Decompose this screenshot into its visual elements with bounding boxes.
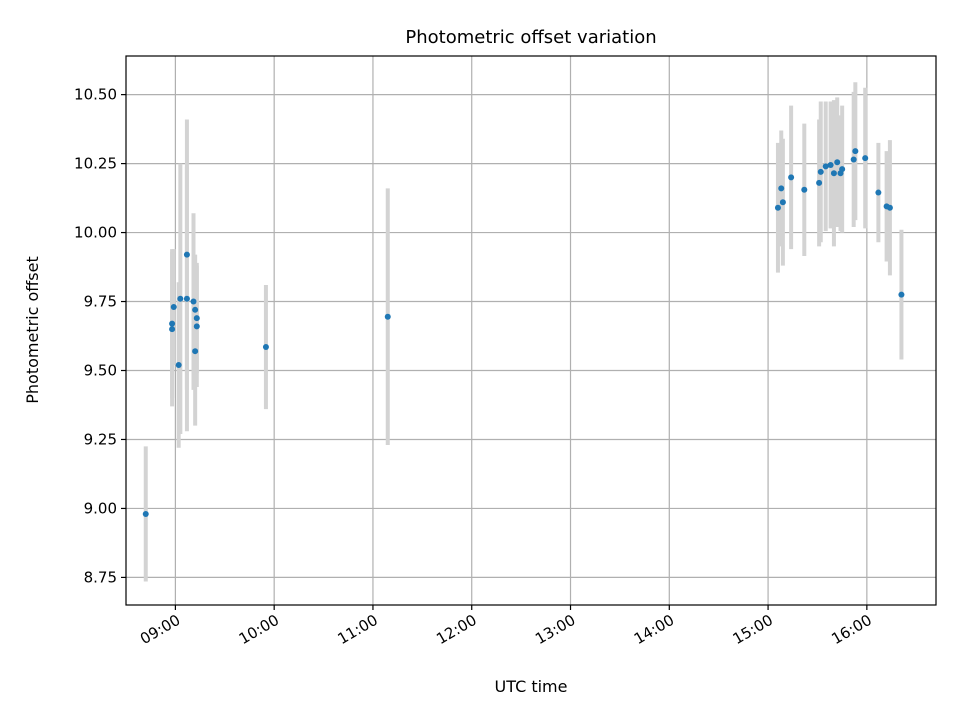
y-axis-label: Photometric offset [23, 256, 42, 404]
data-point [183, 295, 190, 302]
data-point [817, 168, 824, 175]
grid [126, 56, 936, 605]
data-point [801, 186, 808, 193]
data-point [262, 344, 269, 351]
data-point [778, 185, 785, 192]
data-point [193, 315, 200, 322]
y-tick-label: 9.75 [84, 293, 117, 311]
data-point [850, 156, 857, 163]
data-point [192, 348, 199, 355]
data-point [862, 155, 869, 162]
data-points [142, 148, 905, 517]
y-tick-label: 9.50 [84, 362, 117, 380]
data-point [834, 159, 841, 166]
data-point [190, 298, 197, 305]
y-axis: 8.75 9.00 9.25 9.50 9.75 10.00 10.25 10.50 [74, 86, 126, 586]
data-point [170, 304, 177, 311]
data-point [875, 189, 882, 196]
data-point [839, 166, 846, 173]
data-point [384, 313, 391, 320]
y-tick-label: 10.50 [74, 86, 117, 104]
data-point [183, 251, 190, 258]
data-point [779, 199, 786, 206]
y-tick-label: 9.25 [84, 430, 117, 448]
data-point [898, 291, 905, 298]
data-point [816, 179, 823, 186]
chart-title: Photometric offset variation [405, 27, 656, 48]
data-point [774, 204, 781, 211]
y-tick-label: 10.25 [74, 155, 117, 173]
data-point [175, 361, 182, 368]
data-point [852, 148, 859, 155]
data-point [192, 306, 199, 313]
y-tick-label: 9.00 [84, 499, 117, 517]
data-point [193, 323, 200, 330]
data-point [822, 163, 829, 170]
x-axis-label: UTC time [495, 677, 568, 696]
data-point [886, 204, 893, 211]
y-tick-label: 10.00 [74, 224, 117, 242]
plot-frame [125, 55, 937, 606]
data-point [177, 295, 184, 302]
data-point [142, 510, 149, 517]
data-point [830, 170, 837, 177]
data-point [169, 326, 176, 333]
y-tick-label: 8.75 [84, 568, 117, 586]
data-point [827, 161, 834, 168]
data-point [788, 174, 795, 181]
data-point [169, 320, 176, 327]
